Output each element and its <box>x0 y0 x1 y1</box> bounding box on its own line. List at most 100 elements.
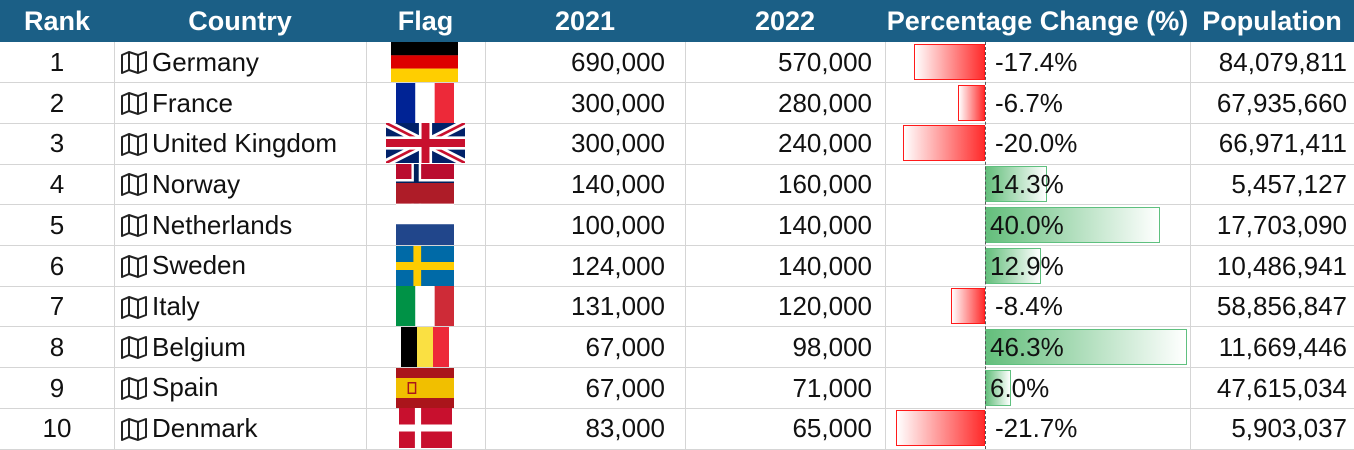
value-2021-cell[interactable]: 300,000 <box>571 87 665 118</box>
percentage-change-cell[interactable]: -20.0% <box>995 128 1078 159</box>
value-2021-cell[interactable]: 300,000 <box>571 128 665 159</box>
france-flag <box>396 82 454 123</box>
country-name: Germany <box>152 46 259 77</box>
percentage-change-cell[interactable]: 12.9% <box>990 250 1064 281</box>
databar-negative <box>913 44 985 80</box>
header-2022[interactable]: 2022 <box>754 6 816 36</box>
map-icon <box>121 214 147 238</box>
rank-cell[interactable]: 10 <box>42 413 72 444</box>
value-2021-cell[interactable]: 67,000 <box>585 372 665 403</box>
percentage-change-cell[interactable]: -8.4% <box>995 291 1063 322</box>
percentage-change-cell[interactable]: 6.0% <box>990 372 1050 403</box>
value-2022-cell[interactable]: 98,000 <box>792 331 872 362</box>
table-row[interactable]: 2 France 300,000 280,000 -6.7% 67,935,660 <box>0 82 1354 124</box>
header-2021[interactable]: 2021 <box>554 6 616 36</box>
population-cell[interactable]: 5,457,127 <box>1231 169 1347 200</box>
population-cell[interactable]: 47,615,034 <box>1216 372 1347 403</box>
country-cell[interactable]: Germany <box>120 42 366 83</box>
value-2022-cell[interactable]: 160,000 <box>778 169 872 200</box>
databar-positive <box>985 206 1160 243</box>
table-row[interactable]: 8 Belgium 67,000 98,000 46.3% 11,669,446 <box>0 326 1354 368</box>
percentage-change-cell[interactable]: -21.7% <box>995 413 1078 444</box>
spain-flag <box>396 367 454 408</box>
country-cell[interactable]: Norway <box>120 164 366 205</box>
country-cell[interactable]: France <box>120 83 366 124</box>
table-row[interactable]: 7 Italy 131,000 120,000 -8.4% 58,856,847 <box>0 286 1354 327</box>
column-divider <box>885 42 886 449</box>
country-name: Netherlands <box>152 209 293 240</box>
value-2022-cell[interactable]: 120,000 <box>778 291 872 322</box>
row-divider <box>0 285 1354 287</box>
population-cell[interactable]: 11,669,446 <box>1218 331 1347 362</box>
value-2021-cell[interactable]: 100,000 <box>571 209 665 240</box>
rank-cell[interactable]: 3 <box>49 128 65 159</box>
country-cell[interactable]: United Kingdom <box>120 123 366 164</box>
country-name: Norway <box>152 168 241 199</box>
header-population[interactable]: Population <box>1202 6 1342 36</box>
country-cell[interactable]: Netherlands <box>120 205 366 246</box>
table-row[interactable]: 6 Sweden 124,000 140,000 12.9% 10,486,941 <box>0 245 1354 287</box>
row-divider <box>0 204 1354 206</box>
value-2021-cell[interactable]: 140,000 <box>571 169 665 200</box>
table-row[interactable]: 1 Germany 690,000 570,000 -17.4% 84,079,811 <box>0 42 1354 83</box>
header-country[interactable]: Country <box>188 6 292 36</box>
rank-cell[interactable]: 2 <box>49 87 65 118</box>
value-2021-cell[interactable]: 124,000 <box>571 250 665 281</box>
databar-axis <box>985 42 986 449</box>
table-row[interactable]: 9 Spain 67,000 71,000 6.0% 47,615,034 <box>0 367 1354 409</box>
population-cell[interactable]: 5,903,037 <box>1231 413 1347 444</box>
rank-cell[interactable]: 1 <box>49 47 65 77</box>
databar-negative <box>950 288 985 325</box>
rank-cell[interactable]: 8 <box>49 331 65 362</box>
value-2022-cell[interactable]: 65,000 <box>792 413 872 444</box>
country-cell[interactable]: Italy <box>120 286 366 327</box>
value-2021-cell[interactable]: 131,000 <box>571 291 665 322</box>
country-cell[interactable]: Spain <box>120 368 366 409</box>
map-icon <box>121 132 147 156</box>
row-divider <box>0 122 1354 124</box>
population-cell[interactable]: 66,971,411 <box>1218 128 1347 159</box>
header-flag[interactable]: Flag <box>397 6 454 36</box>
value-2021-cell[interactable]: 67,000 <box>585 331 665 362</box>
rank-cell[interactable]: 4 <box>49 169 65 200</box>
population-cell[interactable]: 10,486,941 <box>1216 250 1347 281</box>
map-icon <box>121 92 147 116</box>
rank-cell[interactable]: 5 <box>49 209 65 240</box>
table-row[interactable]: 3 United Kingdom 300,000 240,000 -20.0% 66,97… <box>0 123 1354 164</box>
percentage-change-cell[interactable]: 14.3% <box>990 169 1064 200</box>
percentage-change-cell[interactable]: 40.0% <box>990 209 1064 240</box>
value-2022-cell[interactable]: 280,000 <box>778 87 872 118</box>
rank-cell[interactable]: 7 <box>49 291 65 322</box>
percentage-change-cell[interactable]: -17.4% <box>995 47 1078 77</box>
denmark-flag <box>399 408 452 449</box>
header-rank[interactable]: Rank <box>23 6 91 36</box>
percentage-change-cell[interactable]: 46.3% <box>990 331 1064 362</box>
rank-cell[interactable]: 6 <box>49 250 65 281</box>
header-percentage-change[interactable]: Percentage Change (%) <box>886 6 1189 36</box>
table-row[interactable]: 4 Norway 140,000 160,000 14.3% 5,457,127 <box>0 164 1354 205</box>
value-2021-cell[interactable]: 83,000 <box>585 413 665 444</box>
value-2022-cell[interactable]: 140,000 <box>778 209 872 240</box>
value-2022-cell[interactable]: 71,000 <box>792 372 872 403</box>
table-header: Rank Country Flag 2021 2022 Percentage C… <box>0 0 1354 42</box>
row-divider <box>0 367 1354 369</box>
population-cell[interactable]: 17,703,090 <box>1216 209 1347 240</box>
country-name: Denmark <box>152 413 258 444</box>
databar-negative <box>902 125 985 162</box>
value-2022-cell[interactable]: 570,000 <box>778 47 872 77</box>
country-cell[interactable]: Sweden <box>120 246 366 287</box>
percentage-change-cell[interactable]: -6.7% <box>995 87 1063 118</box>
table-row[interactable]: 10 Denmark 83,000 65,000 -21.7% 5,903,037 <box>0 408 1354 449</box>
population-cell[interactable]: 67,935,660 <box>1216 87 1347 118</box>
table-row[interactable]: 5 Netherlands 100,000 140,000 40.0% 17,703,09… <box>0 182 1354 246</box>
rank-cell[interactable]: 9 <box>49 372 65 403</box>
value-2021-cell[interactable]: 690,000 <box>571 47 665 77</box>
country-cell[interactable]: Belgium <box>120 327 366 368</box>
population-cell[interactable]: 84,079,811 <box>1218 47 1347 77</box>
population-cell[interactable]: 58,856,847 <box>1216 291 1347 322</box>
databar-positive <box>985 328 1187 365</box>
country-cell[interactable]: Denmark <box>120 408 366 449</box>
value-2022-cell[interactable]: 140,000 <box>778 250 872 281</box>
value-2022-cell[interactable]: 240,000 <box>778 128 872 159</box>
